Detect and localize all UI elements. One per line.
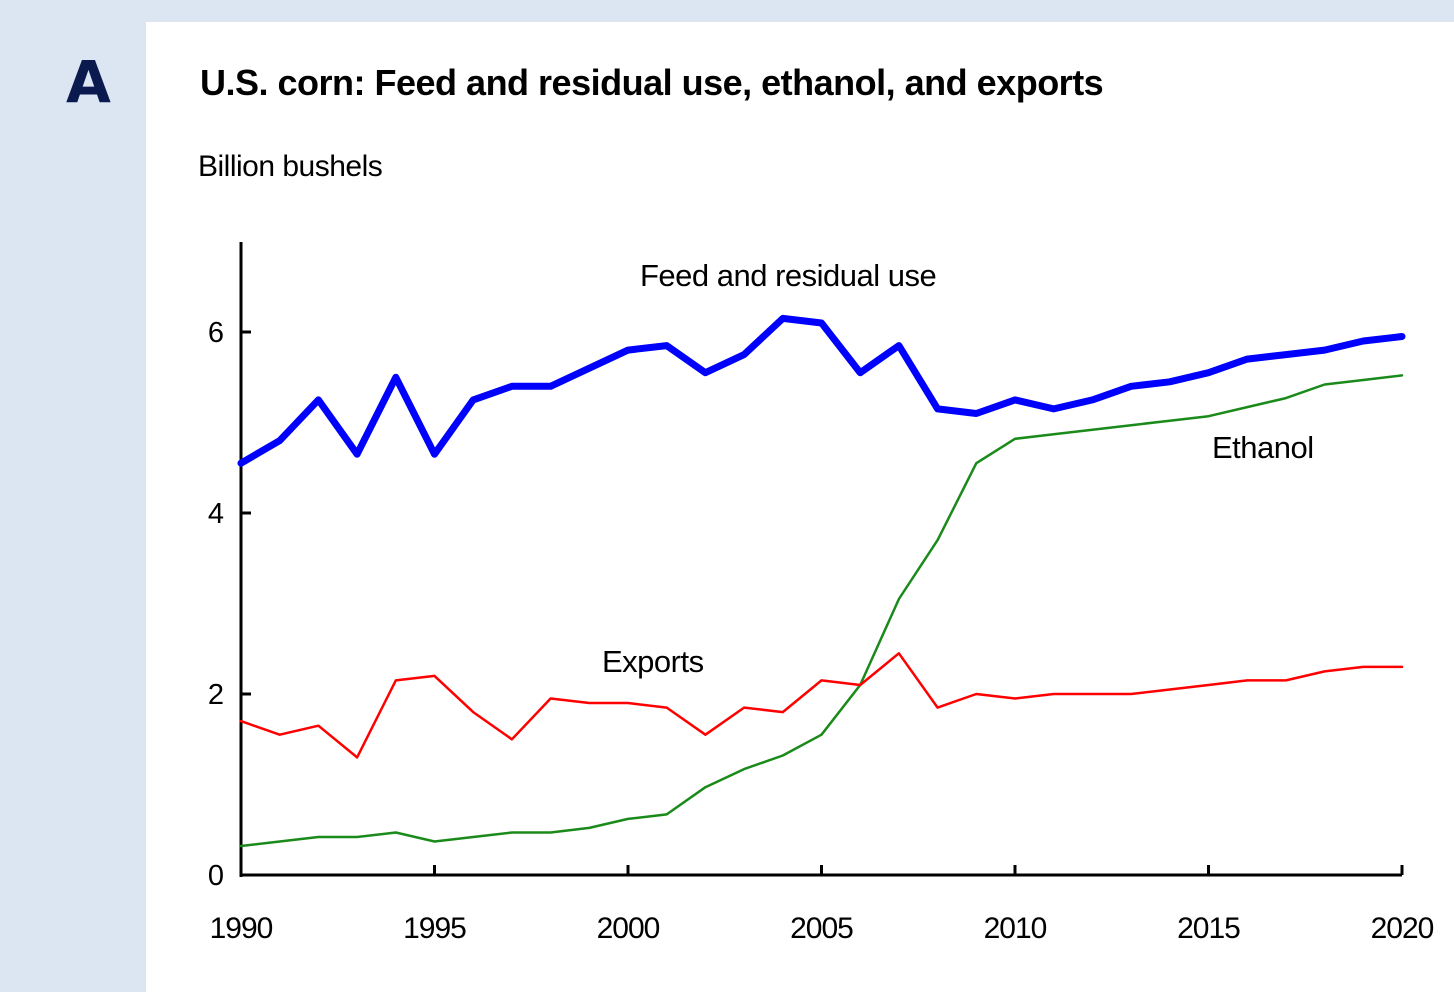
x-tick-label: 2005 (790, 912, 853, 945)
series-label-feed-and-residual-use: Feed and residual use (640, 258, 936, 293)
x-tick-label: 1995 (403, 912, 466, 945)
y-tick-label: 4 (208, 498, 224, 530)
axes: 0 2 4 6 1990 1995 2000 2005 2010 2015 2020 (208, 242, 1435, 945)
series-line-feed-and-residual-use (237, 314, 1406, 467)
chart-title: U.S. corn: Feed and residual use, ethano… (200, 62, 1104, 103)
series-layer (237, 314, 1406, 848)
series-label-ethanol: Ethanol (1212, 430, 1314, 465)
x-tick-label: 2015 (1177, 912, 1240, 945)
series-labels: Feed and residual use Ethanol Exports (602, 258, 1314, 679)
x-tick-label: 2020 (1371, 912, 1434, 945)
line-chart: 0 2 4 6 1990 1995 2000 2005 2010 2015 2020 Feed an… (208, 242, 1435, 945)
y-tick-label: 0 (208, 860, 224, 892)
series-label-exports: Exports (602, 644, 704, 679)
y-tick-label: 2 (208, 679, 224, 711)
x-tick-label: 2010 (984, 912, 1047, 945)
chart-card: U.S. corn: Feed and residual use, ethano… (146, 22, 1454, 992)
x-tick-label: 2000 (597, 912, 660, 945)
series-line-exports (239, 652, 1404, 759)
y-tick-label: 6 (208, 317, 224, 349)
series-line-ethanol (239, 374, 1404, 848)
panel-letter: A (66, 48, 111, 116)
x-tick-label: 1990 (210, 912, 273, 945)
y-axis-label: Billion bushels (198, 150, 383, 183)
